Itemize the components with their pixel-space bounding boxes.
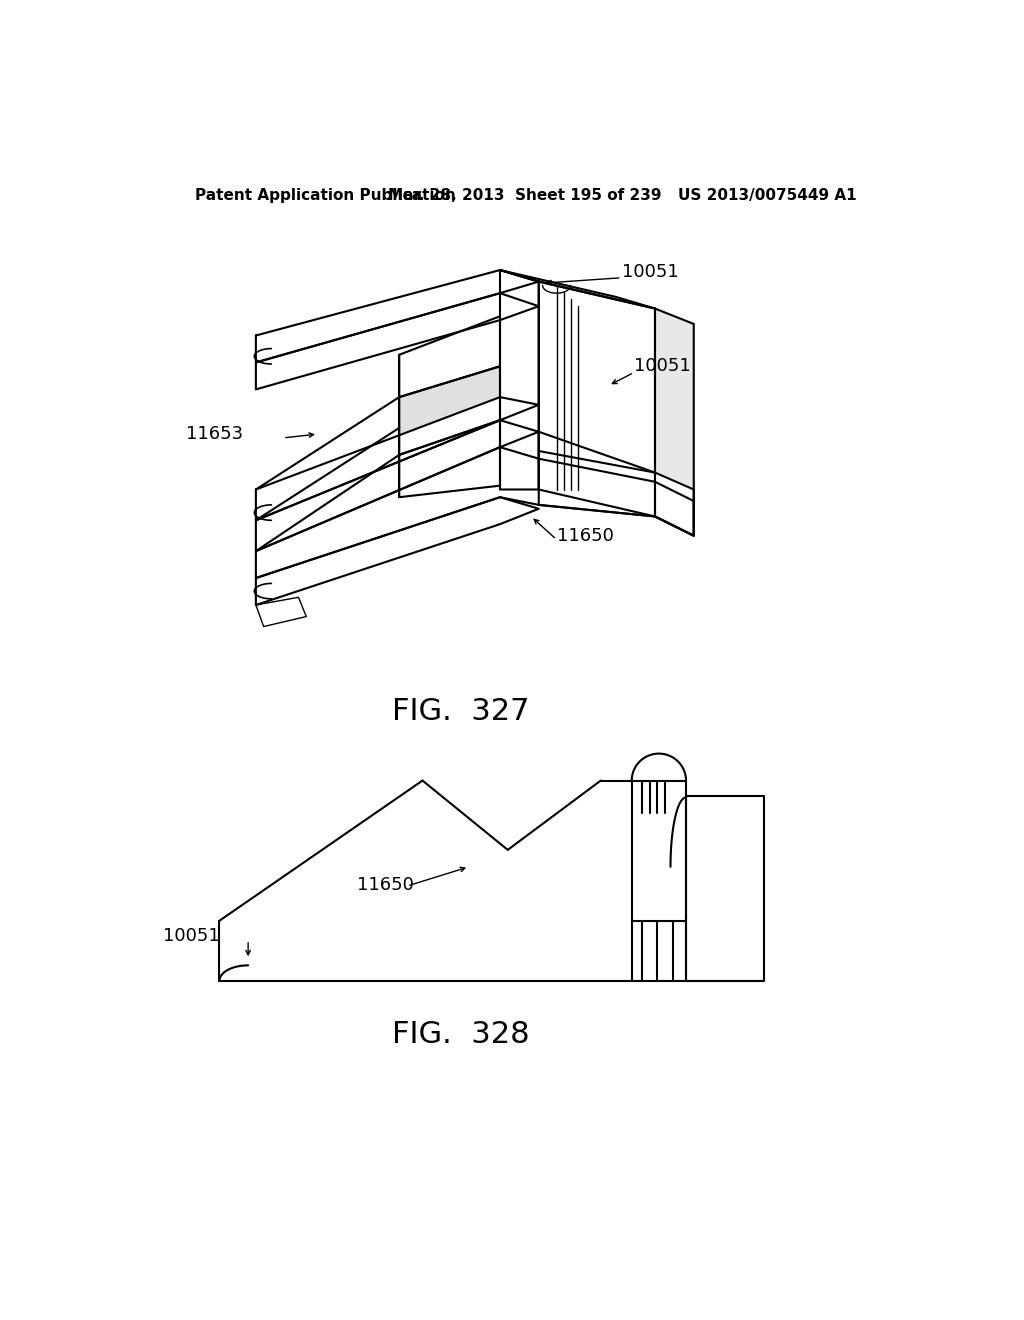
Polygon shape — [686, 796, 764, 981]
Text: 10051: 10051 — [163, 927, 219, 945]
Polygon shape — [256, 397, 539, 520]
Polygon shape — [256, 271, 539, 363]
Polygon shape — [256, 447, 693, 578]
Text: Patent Application Publication: Patent Application Publication — [196, 187, 456, 203]
Text: 11650: 11650 — [356, 875, 414, 894]
Text: 10051: 10051 — [634, 358, 691, 375]
Text: 11650: 11650 — [557, 527, 613, 545]
Text: US 2013/0075449 A1: US 2013/0075449 A1 — [678, 187, 856, 203]
Text: 10051: 10051 — [622, 264, 679, 281]
Polygon shape — [500, 271, 539, 490]
Polygon shape — [399, 367, 500, 455]
Polygon shape — [399, 420, 500, 498]
Polygon shape — [655, 309, 693, 536]
Text: FIG.  327: FIG. 327 — [392, 697, 530, 726]
Polygon shape — [256, 598, 306, 627]
Polygon shape — [256, 498, 539, 605]
Polygon shape — [500, 271, 655, 309]
Text: Mar. 28, 2013  Sheet 195 of 239: Mar. 28, 2013 Sheet 195 of 239 — [388, 187, 662, 203]
Polygon shape — [539, 432, 693, 536]
Polygon shape — [539, 281, 655, 516]
Polygon shape — [399, 317, 500, 397]
Polygon shape — [256, 420, 539, 552]
Polygon shape — [256, 293, 539, 389]
Text: 11653: 11653 — [185, 425, 243, 444]
Text: FIG.  328: FIG. 328 — [392, 1020, 530, 1049]
